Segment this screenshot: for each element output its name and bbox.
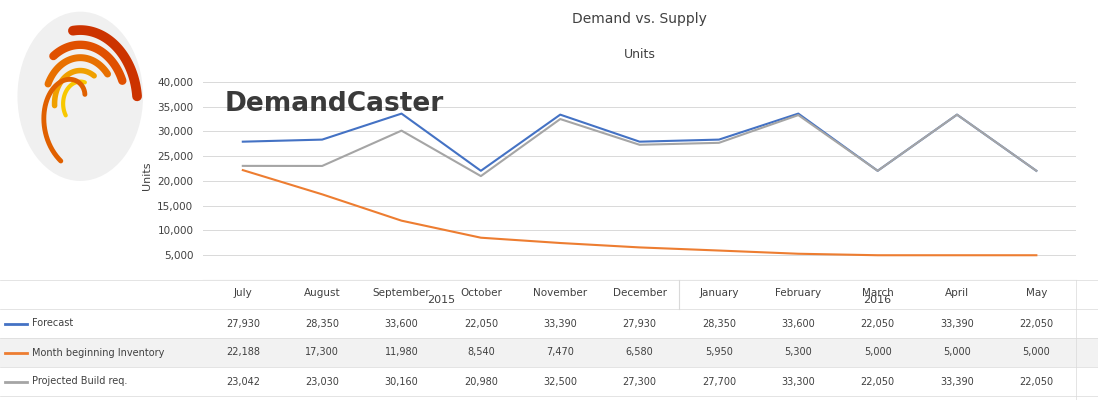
Text: 30,160: 30,160 bbox=[384, 376, 418, 386]
Text: Projected Build req.: Projected Build req. bbox=[32, 376, 127, 386]
Text: April: April bbox=[945, 288, 970, 298]
Text: January: January bbox=[699, 288, 739, 298]
Text: July: July bbox=[234, 288, 253, 298]
Text: November: November bbox=[534, 288, 587, 298]
Text: 7,470: 7,470 bbox=[547, 348, 574, 358]
Text: 2015: 2015 bbox=[427, 295, 456, 305]
Text: 22,050: 22,050 bbox=[861, 376, 895, 386]
Text: 22,050: 22,050 bbox=[1019, 318, 1053, 328]
Text: 22,188: 22,188 bbox=[226, 348, 260, 358]
Text: 5,000: 5,000 bbox=[864, 348, 892, 358]
Text: 2016: 2016 bbox=[864, 295, 892, 305]
Text: 33,390: 33,390 bbox=[940, 318, 974, 328]
Text: 23,042: 23,042 bbox=[226, 376, 260, 386]
Text: 17,300: 17,300 bbox=[305, 348, 339, 358]
Text: 33,600: 33,600 bbox=[384, 318, 418, 328]
Text: 23,030: 23,030 bbox=[305, 376, 339, 386]
Text: 27,930: 27,930 bbox=[226, 318, 260, 328]
Text: Forecast: Forecast bbox=[32, 318, 74, 328]
Text: 27,300: 27,300 bbox=[623, 376, 657, 386]
Text: 11,980: 11,980 bbox=[384, 348, 418, 358]
Text: 33,390: 33,390 bbox=[544, 318, 578, 328]
Text: 8,540: 8,540 bbox=[467, 348, 495, 358]
Text: May: May bbox=[1026, 288, 1047, 298]
Text: 20,980: 20,980 bbox=[464, 376, 497, 386]
Text: 5,000: 5,000 bbox=[1022, 348, 1051, 358]
Ellipse shape bbox=[18, 12, 143, 181]
Text: DemandCaster: DemandCaster bbox=[225, 91, 445, 117]
Text: October: October bbox=[460, 288, 502, 298]
Text: 33,300: 33,300 bbox=[782, 376, 815, 386]
Text: 5,000: 5,000 bbox=[943, 348, 971, 358]
Text: 28,350: 28,350 bbox=[305, 318, 339, 328]
Text: December: December bbox=[613, 288, 666, 298]
Text: 28,350: 28,350 bbox=[702, 318, 736, 328]
Text: March: March bbox=[862, 288, 894, 298]
Text: February: February bbox=[775, 288, 821, 298]
Text: 22,050: 22,050 bbox=[1019, 376, 1053, 386]
Text: 5,950: 5,950 bbox=[705, 348, 732, 358]
Text: August: August bbox=[304, 288, 340, 298]
Text: 6,580: 6,580 bbox=[626, 348, 653, 358]
Text: Demand vs. Supply: Demand vs. Supply bbox=[572, 12, 707, 26]
Text: 5,300: 5,300 bbox=[784, 348, 813, 358]
Text: 22,050: 22,050 bbox=[861, 318, 895, 328]
Text: 27,700: 27,700 bbox=[702, 376, 736, 386]
Text: 22,050: 22,050 bbox=[463, 318, 497, 328]
Text: 32,500: 32,500 bbox=[544, 376, 578, 386]
Text: Units: Units bbox=[624, 48, 656, 61]
Text: 27,930: 27,930 bbox=[623, 318, 657, 328]
Text: 33,600: 33,600 bbox=[782, 318, 815, 328]
Text: September: September bbox=[372, 288, 430, 298]
Text: Month beginning Inventory: Month beginning Inventory bbox=[32, 348, 165, 358]
Y-axis label: Units: Units bbox=[142, 162, 152, 190]
Text: 33,390: 33,390 bbox=[940, 376, 974, 386]
